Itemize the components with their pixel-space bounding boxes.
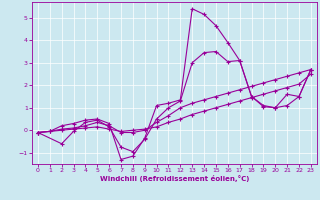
X-axis label: Windchill (Refroidissement éolien,°C): Windchill (Refroidissement éolien,°C) — [100, 175, 249, 182]
